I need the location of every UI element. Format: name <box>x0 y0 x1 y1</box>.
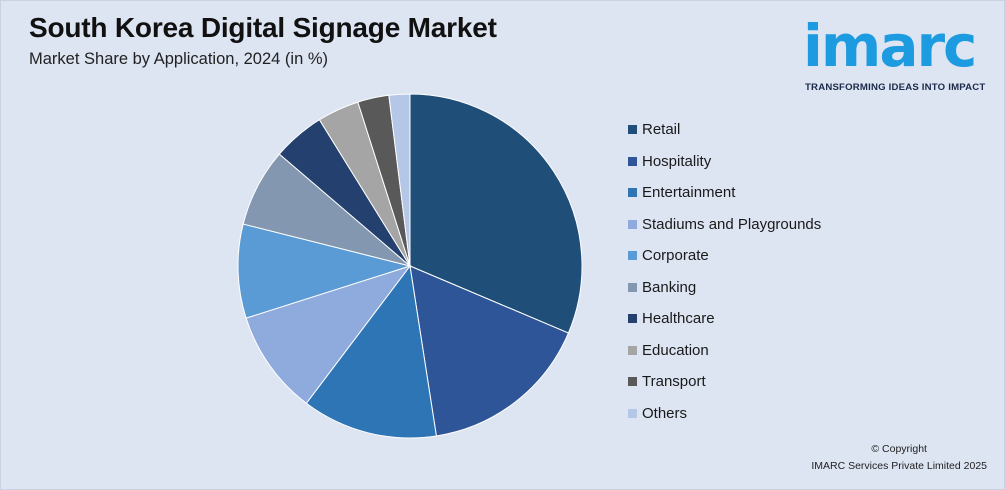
legend-swatch <box>628 156 637 166</box>
legend-label: Healthcare <box>642 310 715 328</box>
pie-slices <box>237 93 583 439</box>
pie-slice-others <box>388 93 411 267</box>
legend-swatch <box>628 125 637 135</box>
chart-legend: Retail Hospitality Entertainment Stadiums a… <box>628 114 821 429</box>
legend-swatch <box>628 282 637 292</box>
legend-label: Stadiums and Playgrounds <box>642 215 822 233</box>
legend-swatch <box>628 345 637 355</box>
legend-item-stadiums-and-playgrounds: Stadiums and Playgrounds <box>628 209 821 241</box>
legend-label: Others <box>642 404 688 422</box>
logo-tagline: TRANSFORMING IDEAS INTO IMPACT <box>805 82 986 93</box>
legend-item-others: Others <box>628 398 821 430</box>
legend-item-entertainment: Entertainment <box>628 177 821 209</box>
chart-title: South Korea Digital Signage Market <box>29 12 497 43</box>
legend-label: Transport <box>642 373 706 391</box>
pie-slice-hospitality <box>409 265 570 437</box>
copyright-notice: © Copyright IMARC Services Private Limit… <box>811 441 987 475</box>
pie-slice-corporate <box>237 223 412 319</box>
legend-item-healthcare: Healthcare <box>628 303 821 335</box>
legend-item-education: Education <box>628 335 821 367</box>
legend-item-hospitality: Hospitality <box>628 146 821 178</box>
pie-slice-stadiums-and-playgrounds <box>245 265 412 404</box>
legend-swatch <box>628 408 637 418</box>
pie-slice-retail <box>409 93 583 334</box>
copyright-line-1: © Copyright <box>871 443 927 455</box>
legend-item-retail: Retail <box>628 114 821 146</box>
legend-swatch <box>628 314 637 324</box>
legend-item-transport: Transport <box>628 366 821 398</box>
legend-swatch <box>628 219 637 229</box>
logo-wordmark: imarc <box>803 12 977 80</box>
legend-item-banking: Banking <box>628 272 821 304</box>
legend-label: Hospitality <box>642 152 712 170</box>
legend-item-corporate: Corporate <box>628 240 821 272</box>
legend-swatch <box>628 377 637 387</box>
legend-label: Corporate <box>642 247 709 265</box>
legend-label: Retail <box>642 121 681 139</box>
copyright-line-2: IMARC Services Private Limited 2025 <box>811 460 987 472</box>
imarc-logo: imarc TRANSFORMING IDEAS INTO IMPACT <box>803 10 993 94</box>
legend-label: Entertainment <box>642 184 736 202</box>
legend-label: Education <box>642 341 709 359</box>
legend-swatch <box>628 188 637 198</box>
legend-label: Banking <box>642 278 697 296</box>
chart-subtitle: Market Share by Application, 2024 (in %) <box>29 50 328 68</box>
legend-swatch <box>628 251 637 261</box>
pie-slice-entertainment <box>305 264 437 439</box>
